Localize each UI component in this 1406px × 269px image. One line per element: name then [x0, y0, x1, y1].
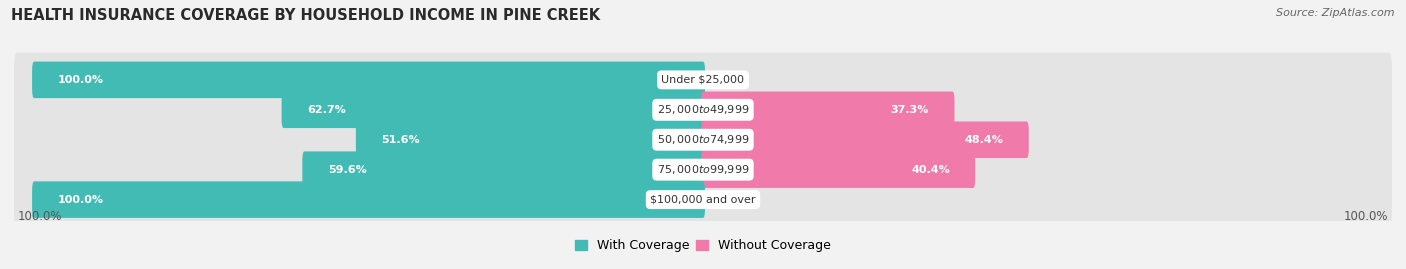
FancyBboxPatch shape: [14, 53, 1392, 107]
Text: Under $25,000: Under $25,000: [661, 75, 745, 85]
FancyBboxPatch shape: [14, 83, 1392, 137]
FancyBboxPatch shape: [702, 151, 976, 188]
Text: 62.7%: 62.7%: [307, 105, 346, 115]
Text: Source: ZipAtlas.com: Source: ZipAtlas.com: [1277, 8, 1395, 18]
FancyBboxPatch shape: [14, 142, 1392, 197]
Text: 51.6%: 51.6%: [381, 135, 420, 145]
FancyBboxPatch shape: [14, 172, 1392, 227]
Text: 100.0%: 100.0%: [17, 210, 62, 224]
Text: 59.6%: 59.6%: [328, 165, 367, 175]
Text: 40.4%: 40.4%: [911, 165, 950, 175]
Text: 100.0%: 100.0%: [1344, 210, 1389, 224]
Text: HEALTH INSURANCE COVERAGE BY HOUSEHOLD INCOME IN PINE CREEK: HEALTH INSURANCE COVERAGE BY HOUSEHOLD I…: [11, 8, 600, 23]
Text: 0.0%: 0.0%: [717, 75, 747, 85]
FancyBboxPatch shape: [281, 91, 704, 128]
FancyBboxPatch shape: [32, 181, 704, 218]
Text: $75,000 to $99,999: $75,000 to $99,999: [657, 163, 749, 176]
FancyBboxPatch shape: [14, 112, 1392, 167]
FancyBboxPatch shape: [702, 122, 1029, 158]
Text: 0.0%: 0.0%: [717, 194, 747, 205]
Text: $100,000 and over: $100,000 and over: [650, 194, 756, 205]
Legend: With Coverage, Without Coverage: With Coverage, Without Coverage: [575, 239, 831, 252]
Text: $25,000 to $49,999: $25,000 to $49,999: [657, 103, 749, 116]
FancyBboxPatch shape: [356, 122, 704, 158]
FancyBboxPatch shape: [302, 151, 704, 188]
FancyBboxPatch shape: [702, 91, 955, 128]
FancyBboxPatch shape: [32, 62, 704, 98]
Text: 100.0%: 100.0%: [58, 194, 104, 205]
Text: $50,000 to $74,999: $50,000 to $74,999: [657, 133, 749, 146]
Text: 100.0%: 100.0%: [58, 75, 104, 85]
Text: 48.4%: 48.4%: [965, 135, 1004, 145]
Text: 37.3%: 37.3%: [891, 105, 929, 115]
